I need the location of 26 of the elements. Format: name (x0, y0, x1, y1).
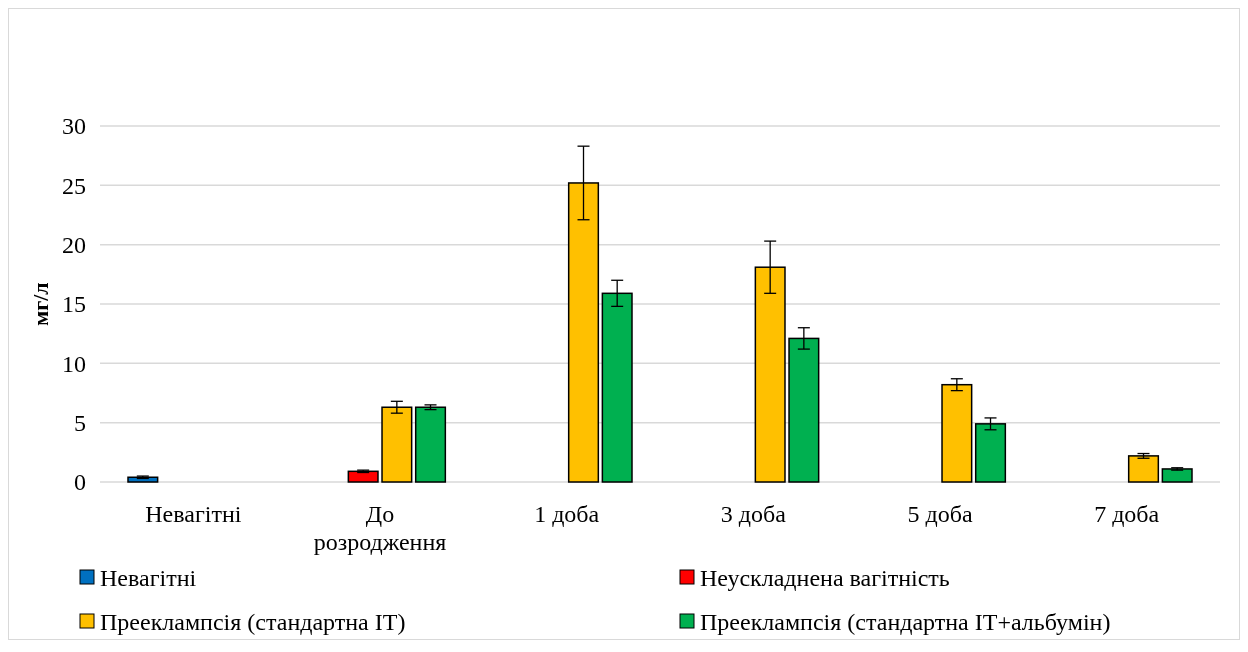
x-tick-label: 5 доба (907, 501, 973, 527)
y-tick-label: 10 (62, 350, 86, 377)
bar (127, 476, 159, 483)
y-axis-title: мг/л (28, 282, 53, 326)
x-tick-label: До розродження (313, 501, 447, 555)
legend-label: Прееклампсія (стандартна ІТ+альбумін) (700, 609, 1111, 636)
x-tick-label: 7 доба (1094, 501, 1160, 527)
bar (381, 406, 413, 483)
x-tick-label: Невагітні (145, 501, 242, 527)
legend-label: Невагітні (100, 565, 197, 592)
y-tick-label: 0 (74, 469, 86, 496)
bar (974, 423, 1007, 483)
y-tick-label: 15 (62, 291, 86, 318)
legend-label: Прееклампсія (стандартна ІТ) (100, 609, 406, 636)
bar (347, 470, 379, 483)
y-tick-label: 30 (62, 113, 86, 140)
x-tick-label: 1 доба (534, 501, 600, 527)
y-tick-label: 5 (74, 410, 86, 437)
bar (1127, 455, 1160, 483)
legend-label: Неускладнена вагітність (700, 565, 950, 592)
bar (414, 406, 447, 483)
y-tick-label: 20 (62, 232, 86, 259)
bar (941, 383, 973, 483)
bar (1161, 468, 1193, 483)
x-tick-label: 3 доба (720, 501, 787, 527)
y-tick-label: 25 (62, 172, 86, 199)
